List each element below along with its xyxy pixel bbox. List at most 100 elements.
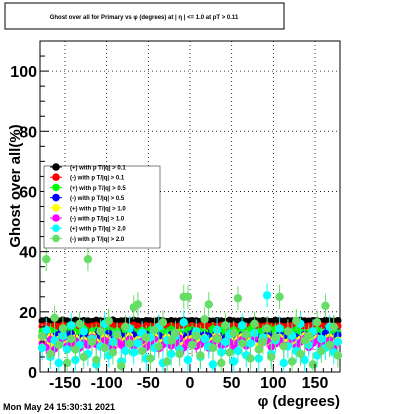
- data-point: [133, 339, 143, 348]
- legend-item: (+) with p T/|q| > 0.5: [50, 183, 126, 192]
- data-point: [254, 345, 263, 354]
- data-point: [154, 342, 163, 351]
- data-point: [246, 339, 255, 348]
- data-point: [271, 333, 280, 342]
- x-axis-title: φ (degrees): [258, 393, 340, 410]
- data-point: [333, 351, 343, 360]
- data-point: [71, 345, 80, 354]
- legend-label: (+) with p T/|q| > 0.5: [70, 186, 126, 192]
- legend-label: (+) with p T/|q| > 1.0: [70, 206, 126, 212]
- data-point: [117, 361, 126, 371]
- data-point: [42, 325, 51, 335]
- data-point: [125, 339, 134, 348]
- data-point: [167, 349, 176, 359]
- data-point: [129, 348, 138, 357]
- data-point: [300, 355, 309, 365]
- data-point: [233, 294, 243, 303]
- data-point: [108, 348, 118, 357]
- legend-marker: [52, 234, 60, 243]
- data-point: [196, 351, 205, 360]
- data-point: [237, 321, 247, 330]
- data-point: [192, 331, 201, 341]
- legend-marker: [52, 173, 60, 181]
- x-tick-label: 0: [186, 375, 195, 392]
- title-box: [4, 2, 285, 30]
- data-point: [267, 352, 276, 362]
- data-point: [58, 324, 68, 333]
- legend-item: (+) with p T/|q| > 1.0: [50, 204, 126, 212]
- data-point: [296, 349, 305, 359]
- x-tick-label: -100: [91, 375, 123, 392]
- data-point: [250, 319, 259, 329]
- data-point: [262, 324, 272, 333]
- data-point: [221, 321, 230, 330]
- legend-item: (-) with p T/|q| > 2.0: [50, 234, 125, 243]
- tick-labels: -150 -100 -50 0 50 100 150 0 20 40 60 80 100: [10, 64, 328, 392]
- data-point: [158, 318, 168, 327]
- y-tick-label: 60: [19, 184, 37, 201]
- data-point: [46, 349, 55, 359]
- series-7: [37, 247, 343, 372]
- legend-label: (-) with p T/|q| > 0.1: [70, 176, 125, 182]
- data-point: [317, 346, 326, 356]
- data-point: [79, 327, 88, 336]
- data-point: [208, 360, 218, 369]
- timestamp: Mon May 24 15:30:31 2021: [3, 402, 115, 412]
- data-point: [200, 334, 209, 344]
- data-point: [217, 358, 226, 368]
- data-point: [121, 346, 130, 356]
- data-point: [312, 318, 322, 327]
- legend-marker: [52, 214, 60, 222]
- data-point: [275, 292, 284, 301]
- data-point: [304, 331, 313, 341]
- y-tick-label: 40: [19, 245, 37, 262]
- legend-marker: [52, 204, 60, 212]
- legend: (+) with p T/|q| > 0.1 (-) with p T/|q| >…: [43, 163, 161, 249]
- data-point: [121, 322, 130, 332]
- legend-item: (-) with p T/|q| > 1.0: [50, 214, 125, 223]
- tick-marks: [40, 55, 333, 373]
- data-point: [92, 355, 101, 365]
- data-point: [54, 340, 63, 350]
- data-point: [67, 334, 76, 344]
- x-tick-label: 50: [223, 375, 241, 392]
- y-tick-label: 80: [19, 124, 37, 141]
- legend-marker: [52, 224, 60, 232]
- data-point: [42, 254, 51, 264]
- data-point: [237, 339, 247, 348]
- data-point: [279, 342, 288, 351]
- legend-label: (+) with p T/|q| > 0.1: [70, 166, 126, 172]
- y-axis-title: Ghost over all(%): [7, 124, 24, 247]
- data-point: [212, 334, 222, 344]
- data-points: [37, 247, 343, 372]
- data-point: [100, 343, 109, 353]
- legend-marker: [52, 163, 60, 171]
- data-point: [62, 358, 72, 368]
- legend-label: (+) with p T/|q| > 2.0: [70, 227, 126, 233]
- data-point: [287, 357, 297, 366]
- data-point: [283, 327, 293, 336]
- x-tick-label: -50: [137, 375, 160, 392]
- data-point: [37, 331, 47, 341]
- data-point: [96, 327, 105, 336]
- data-point: [87, 337, 97, 347]
- legend-item: (-) with p T/|q| > 0.5: [50, 193, 125, 202]
- data-point: [75, 319, 84, 329]
- data-point: [333, 337, 343, 347]
- y-tick-label: 100: [10, 64, 37, 81]
- data-point: [133, 300, 143, 309]
- data-point: [262, 291, 272, 300]
- data-point: [54, 358, 63, 368]
- data-point: [62, 345, 72, 354]
- data-point: [225, 348, 234, 357]
- data-point: [208, 343, 218, 353]
- data-point: [171, 328, 180, 338]
- data-point: [167, 336, 176, 345]
- data-point: [142, 333, 151, 342]
- legend-marker: [52, 183, 60, 192]
- data-point: [183, 292, 193, 301]
- legend-item: (+) with p T/|q| > 0.1: [50, 163, 126, 172]
- legend-box: [43, 165, 161, 249]
- legend-marker: [52, 193, 60, 202]
